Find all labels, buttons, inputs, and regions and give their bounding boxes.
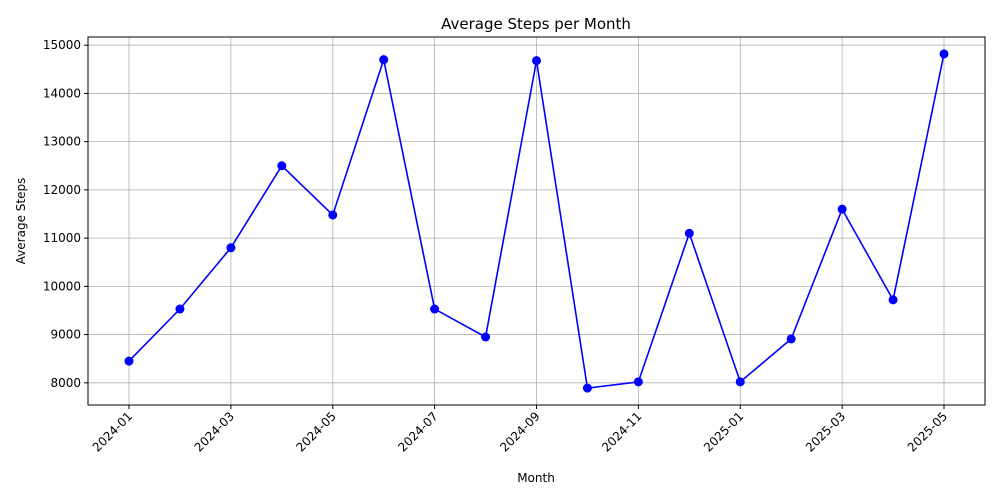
data-point xyxy=(481,332,491,342)
data-point xyxy=(582,383,592,393)
x-tick-label: 2024-05 xyxy=(294,409,339,454)
data-point xyxy=(939,49,949,59)
y-tick-label: 9000 xyxy=(50,328,81,342)
x-tick-label: 2025-03 xyxy=(803,409,848,454)
data-point xyxy=(328,210,338,220)
data-point xyxy=(175,304,185,314)
y-tick-label: 14000 xyxy=(43,86,81,100)
data-point xyxy=(837,204,847,214)
x-tick-label: 2024-11 xyxy=(599,409,644,454)
y-axis: 8000 9000 10000 11000 12000 13000 14000 15000 xyxy=(43,38,88,390)
data-point xyxy=(277,161,287,171)
data-point xyxy=(532,56,541,66)
y-tick-label: 15000 xyxy=(43,38,81,52)
y-tick-label: 10000 xyxy=(43,279,81,293)
data-point xyxy=(684,228,694,238)
y-tick-label: 11000 xyxy=(43,231,81,245)
data-point xyxy=(379,55,389,65)
data-point xyxy=(786,334,796,344)
data-point xyxy=(430,304,440,314)
grid xyxy=(88,37,985,405)
x-tick-label: 2025-01 xyxy=(701,409,746,454)
data-point xyxy=(226,243,236,253)
data-point xyxy=(735,377,745,387)
x-tick-label: 2024-09 xyxy=(497,409,542,454)
series xyxy=(124,49,949,393)
y-tick-label: 8000 xyxy=(50,376,81,390)
data-point xyxy=(888,295,898,305)
x-axis: 2024-01 2024-03 2024-05 2024-07 2024-09 2024-… xyxy=(90,405,950,455)
x-axis-label: Month xyxy=(517,471,555,485)
x-tick-label: 2024-07 xyxy=(395,409,440,454)
y-axis-label: Average Steps xyxy=(14,178,28,265)
x-tick-label: 2024-01 xyxy=(90,409,135,454)
x-tick-label: 2024-03 xyxy=(192,409,237,454)
y-tick-label: 12000 xyxy=(43,183,81,197)
x-tick-label: 2025-05 xyxy=(905,409,950,454)
data-point xyxy=(124,356,134,366)
data-point xyxy=(633,377,643,387)
y-tick-label: 13000 xyxy=(43,135,81,149)
chart-title: Average Steps per Month xyxy=(441,15,631,33)
